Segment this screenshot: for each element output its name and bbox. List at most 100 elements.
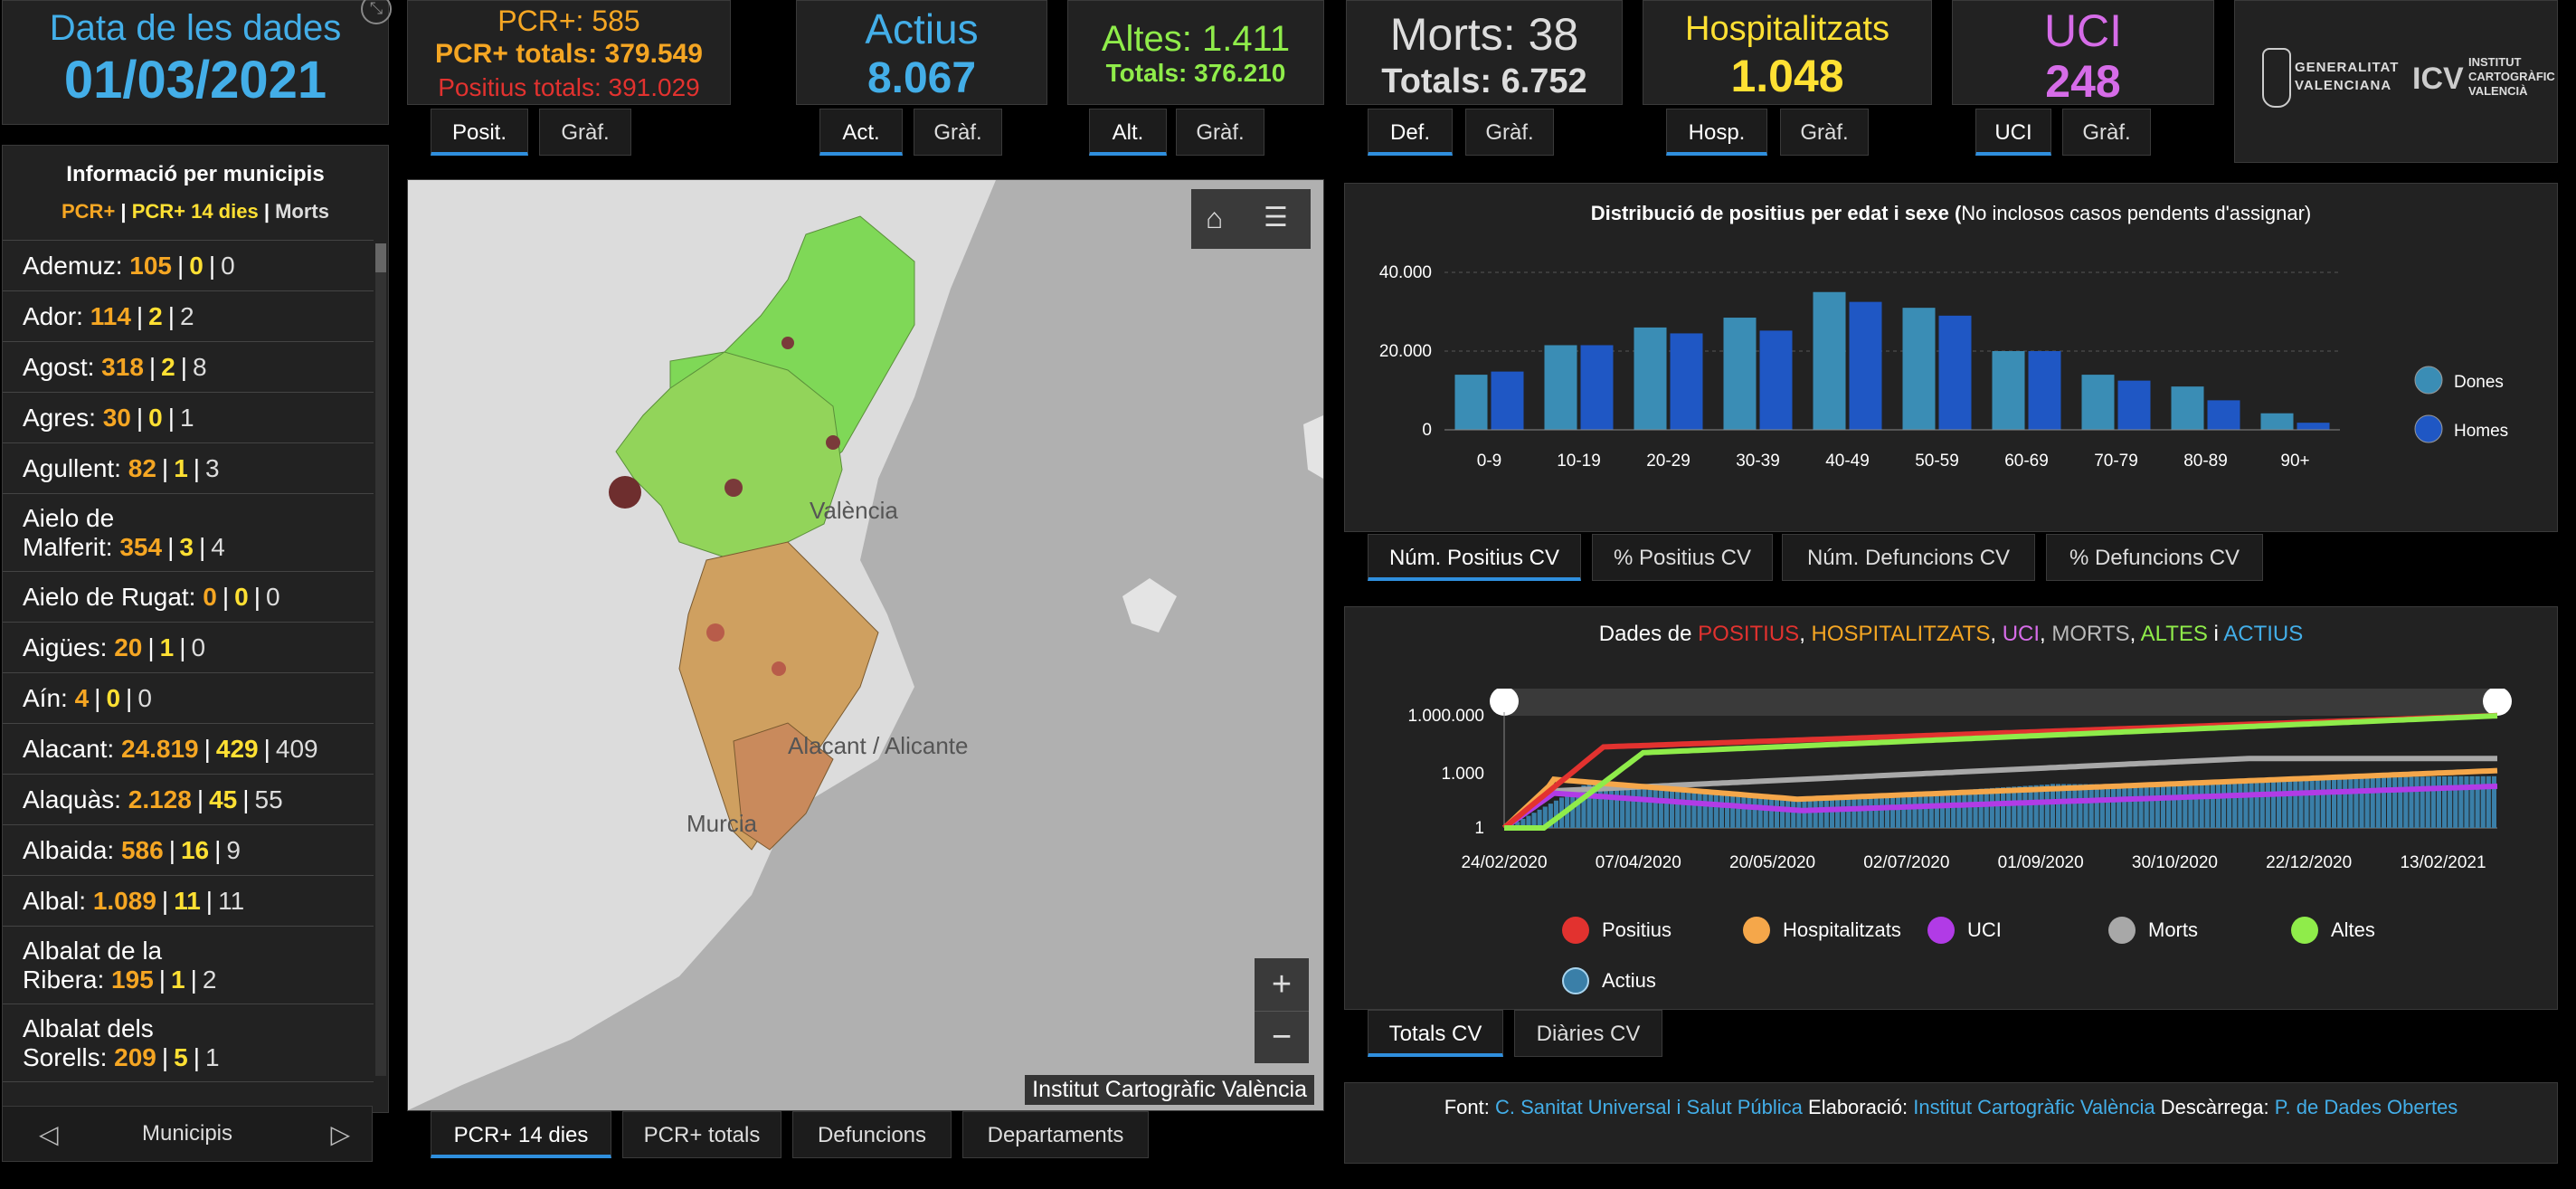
age-chart-panel: Distribució de positius per edat i sexe … [1344,183,2558,532]
x-tick-label: 20/05/2020 [1729,853,1815,872]
municipi-row[interactable]: Agullent: 82 | 1 | 3 [3,443,374,494]
uci-panel: UCI 248 [1952,0,2214,107]
municipi-values: Albaida: 586 | 16 | 9 [23,835,241,864]
municipi-values: Agullent: 82 | 1 | 3 [23,453,220,482]
tab-pct-positius[interactable]: % Positius CV [1592,534,1773,581]
municipi-name: Aigües: [23,633,108,661]
municipi-row[interactable]: Albaida: 586 | 16 | 9 [3,825,374,876]
link-icv[interactable]: Institut Cartogràfic València [1913,1096,2155,1118]
municipi-pcr: 354 [119,532,163,561]
zoom-control: + − [1255,958,1309,1063]
actius-bar [1520,818,1526,828]
municipi-morts: 55 [254,785,283,813]
bar-dones [1544,345,1577,430]
municipi-row[interactable]: Aielo de Malferit: 354 | 3 | 4 [3,494,374,572]
actius-bar [2364,777,2370,828]
actius-bar [1581,785,1586,828]
legend-actius[interactable]: Actius [1562,967,1656,994]
municipi-row[interactable]: Ador: 114 | 2 | 2 [3,291,374,342]
list-icon[interactable]: ☰ [1264,203,1288,233]
zoom-out-button[interactable]: − [1271,1018,1293,1056]
tab-pcr-totals[interactable]: PCR+ totals [622,1111,781,1158]
map-panel[interactable]: València Alacant / Alicante Murcia ⌂ ☰ +… [407,179,1324,1111]
timeline-chart-panel: Dades de POSITIUS, HOSPITALITZATS, UCI, … [1344,606,2558,1010]
actius-bar [2320,778,2325,828]
tab-graf-altes[interactable]: Gràf. [1176,109,1264,156]
actius-bar [2480,775,2486,828]
tab-uci[interactable]: UCI [1975,109,2051,156]
zoom-in-button[interactable]: + [1255,958,1309,1012]
home-icon[interactable]: ⌂ [1206,202,1224,234]
municipis-scrollbar[interactable] [375,243,386,1076]
tab-act[interactable]: Act. [819,109,903,156]
link-dades-obertes[interactable]: P. de Dades Obertes [2274,1096,2458,1118]
legend-hospitalitzats[interactable]: Hospitalitzats [1743,917,1901,944]
municipi-row[interactable]: Albalat dels Sorells: 209 | 5 | 1 [3,1004,374,1082]
tab-def[interactable]: Def. [1368,109,1453,156]
actius-bar [1653,789,1658,828]
municipi-row[interactable]: Aín: 4 | 0 | 0 [3,673,374,724]
tab-hosp[interactable]: Hosp. [1666,109,1767,156]
range-handle-left-icon [1490,689,1519,716]
municipi-row[interactable]: Aigües: 20 | 1 | 0 [3,623,374,673]
tab-departaments[interactable]: Departaments [962,1111,1149,1158]
chevron-left-icon[interactable]: ◁ [39,1120,59,1148]
municipi-name-line1: Aielo de [23,503,115,532]
municipi-name: Albaida: [23,835,115,864]
legend-positius[interactable]: Positius [1562,917,1672,944]
municipi-pcr: 82 [128,453,156,482]
actius-bar [1780,798,1785,828]
tab-graf-hosp[interactable]: Gràf. [1780,109,1869,156]
municipi-values: Ador: 114 | 2 | 2 [23,301,194,330]
actius-bar [2353,777,2359,828]
actius-bar [1785,798,1791,828]
municipi-row[interactable]: Albal: 1.089 | 11 | 11 [3,876,374,927]
municipi-morts: 0 [265,582,280,611]
municipi-row[interactable]: Ademuz: 105 | 0 | 0 [3,241,374,291]
municipi-row[interactable]: Aielo de Rugat: 0 | 0 | 0 [3,572,374,623]
actius-bar [1542,806,1548,828]
bar-homes [2207,400,2240,430]
actius-bar [2061,784,2067,828]
municipi-row[interactable]: Albalat de la Ribera: 195 | 1 | 2 [3,927,374,1004]
tab-graf-actius[interactable]: Gràf. [914,109,1002,156]
tab-graf-morts[interactable]: Gràf. [1465,109,1554,156]
municipi-row[interactable]: Agost: 318 | 2 | 8 [3,342,374,393]
tab-num-positius[interactable]: Núm. Positius CV [1368,534,1581,581]
bar-homes [1938,315,1972,430]
tab-pct-defuncions[interactable]: % Defuncions CV [2046,534,2263,581]
actius-bar [1531,813,1537,828]
actius-bar [1956,790,1962,828]
actius-bar [1774,797,1779,828]
tab-posit[interactable]: Posit. [431,109,528,156]
municipis-list[interactable]: Ademuz: 105 | 0 | 0 Ador: 114 | 2 | 2 Agost: 318 | 2… [3,240,374,1112]
municipi-row[interactable]: Alaquàs: 2.128 | 45 | 55 [3,775,374,825]
tab-alt[interactable]: Alt. [1089,109,1167,156]
actius-bar [2409,776,2414,828]
municipi-morts: 8 [193,352,207,381]
legend-uci[interactable]: UCI [1927,917,2002,944]
municipi-pcr: 586 [120,835,164,864]
tab-diaries-cv[interactable]: Diàries CV [1514,1010,1662,1057]
actius-bar [1636,787,1642,828]
tab-graf-positius[interactable]: Gràf. [539,109,631,156]
legend-morts[interactable]: Morts [2108,917,2198,944]
bar-homes [1491,371,1524,430]
link-sanitat[interactable]: C. Sanitat Universal i Salut Pública [1494,1096,1803,1118]
municipi-row[interactable]: Alacant: 24.819 | 429 | 409 [3,724,374,775]
tab-defuncions[interactable]: Defuncions [792,1111,952,1158]
legend-dot-dones-icon [2414,366,2443,395]
legend-altes[interactable]: Altes [2291,917,2375,944]
close-icon[interactable]: ⤡ [361,0,392,24]
bar-homes [1849,301,1882,430]
tab-totals-cv[interactable]: Totals CV [1368,1010,1503,1057]
actius-bar [1642,788,1647,828]
tab-pcr14[interactable]: PCR+ 14 dies [431,1111,611,1158]
map-canvas[interactable] [408,180,1323,1110]
tab-num-defuncions[interactable]: Núm. Defuncions CV [1782,534,2035,581]
chevron-right-icon[interactable]: ▷ [330,1120,350,1148]
municipi-row[interactable]: Agres: 30 | 0 | 1 [3,393,374,443]
municipi-morts: 3 [205,453,220,482]
x-tick-label: 90+ [2280,452,2309,471]
tab-graf-uci[interactable]: Gràf. [2062,109,2151,156]
